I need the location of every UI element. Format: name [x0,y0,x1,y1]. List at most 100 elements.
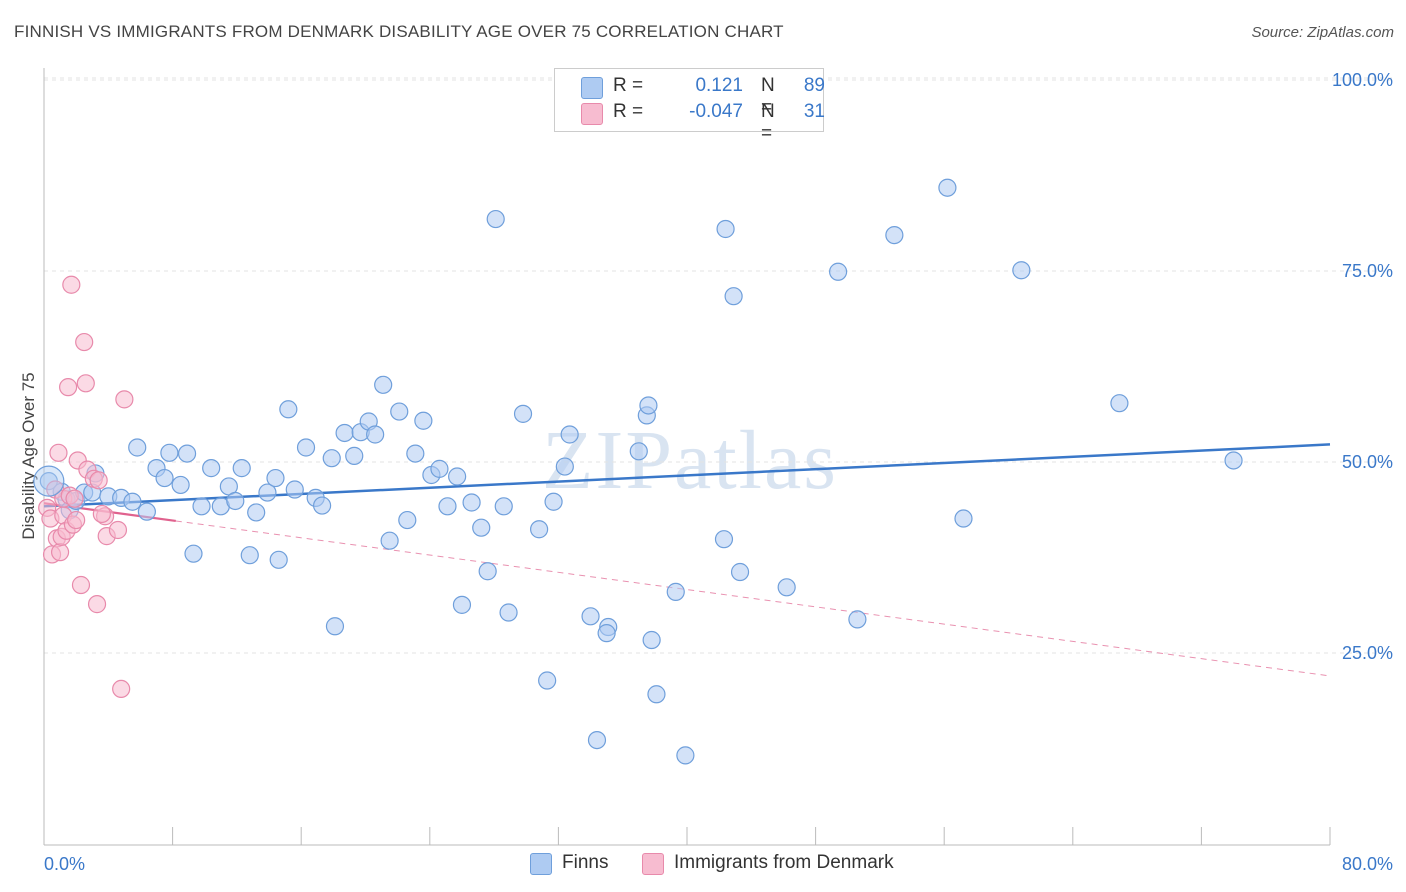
point-finns [513,404,533,423]
point-finns [137,502,156,521]
point-finns [322,449,341,468]
point-finns [581,607,600,626]
point-finns [724,287,743,306]
axes: Disability Age Over 75 [19,68,1331,846]
point-denmark [67,510,86,530]
trendline-denmark-dashed [175,520,1331,677]
point-denmark [75,332,94,352]
point-denmark [65,489,84,508]
point-finns [184,544,203,563]
legend-swatch-denmark [581,103,603,125]
point-finns [885,225,904,245]
legend-n-label: N = [761,75,775,118]
legend-n-label: N = [761,101,775,144]
y-tick-label: 100.0% [1332,70,1393,90]
point-denmark [62,275,81,294]
trendline-finns [43,443,1331,508]
point-denmark [76,374,95,393]
point-finns [160,443,179,462]
point-finns [530,520,549,539]
point-denmark [87,595,107,614]
data-points [33,178,1243,765]
point-finns [366,425,385,444]
point-finns [560,425,579,444]
point-finns [1012,261,1031,280]
point-finns [478,562,497,581]
point-finns [544,492,563,511]
legend-r-label: R = [613,75,644,96]
point-finns [538,671,557,690]
legend-label-denmark: Immigrants from Denmark [674,852,894,873]
point-denmark [92,504,111,524]
point-finns [438,497,457,516]
point-denmark [89,471,108,490]
point-denmark [115,390,134,409]
point-finns [448,467,467,486]
point-finns [472,518,491,537]
point-finns [1110,394,1129,413]
point-finns [730,562,750,582]
point-finns [269,550,288,569]
point-denmark [50,543,70,562]
point-finns [247,503,266,522]
point-finns [587,730,607,750]
point-finns [240,546,259,565]
source-credit: Source: ZipAtlas.com [1251,24,1394,41]
legend-label-finns: Finns [562,852,609,873]
point-finns [829,262,848,281]
legend-swatch-finns [581,77,603,99]
point-finns [647,685,666,704]
point-finns [123,492,142,511]
point-finns-large [33,465,65,497]
point-finns [430,459,449,478]
x-tick-label: 0.0% [44,854,85,874]
point-finns [777,578,796,597]
point-finns [171,475,190,495]
point-denmark [49,443,68,462]
point-finns [462,493,481,512]
point-denmark [71,575,91,595]
point-finns [406,444,425,463]
point-denmark [59,378,78,397]
y-axis-label: Disability Age Over 75 [19,372,38,539]
grid-lines [44,77,1392,654]
watermark: ZIPatlas [542,414,838,507]
point-finns [714,530,734,549]
point-finns [629,442,648,461]
point-finns [716,219,735,239]
point-finns [312,496,332,515]
chart-title: FINNISH VS IMMIGRANTS FROM DENMARK DISAB… [14,22,784,41]
legend-r-label: R = [613,101,644,122]
point-finns [226,491,245,511]
point-finns [639,396,658,415]
point-finns [296,438,316,457]
point-finns [486,209,505,229]
point-finns [128,438,147,457]
point-finns [398,510,417,530]
legend-r-value: 0.121 [695,75,743,96]
point-finns [938,178,957,197]
point-finns [494,497,513,516]
point-finns [666,582,685,601]
point-finns [266,468,285,488]
point-denmark [112,679,131,699]
legend-swatch-denmark [642,853,664,875]
point-finns [177,444,197,463]
point-finns [258,483,277,502]
y-tick-label: 50.0% [1342,452,1393,472]
point-finns [452,595,472,614]
point-finns [597,624,616,643]
point-finns [374,375,393,394]
point-finns [848,610,867,629]
point-finns [202,459,221,478]
point-finns [676,746,695,765]
point-finns [325,617,345,636]
legend-r-value: -0.047 [689,101,743,122]
legend-n-value: 31 [803,101,825,122]
x-tick-label: 80.0% [1342,854,1393,874]
y-tick-label: 75.0% [1342,261,1393,281]
tick-labels: 25.0% 50.0% 75.0% 100.0% 0.0% 80.0% [44,70,1393,874]
legend-n-value: 89 [803,75,825,96]
point-finns [380,531,399,550]
